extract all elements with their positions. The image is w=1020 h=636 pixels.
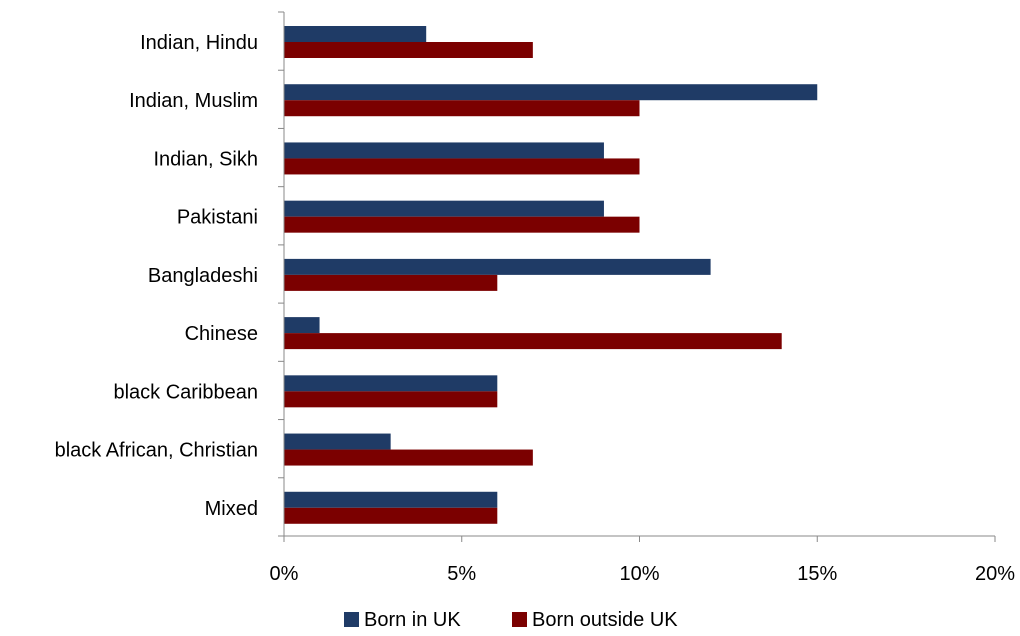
x-tick-label: 10% [619,563,659,585]
bar-born-outside-uk-3 [284,216,640,233]
bar-born-in-uk-2 [284,142,604,159]
category-label: Indian, Hindu [140,32,258,54]
bar-born-outside-uk-8 [284,507,498,524]
bar-born-outside-uk-5 [284,333,782,350]
bar-born-in-uk-3 [284,200,604,217]
bar-born-in-uk-4 [284,258,711,275]
legend-label-born-in-uk: Born in UK [364,609,461,631]
bar-born-in-uk-8 [284,491,498,508]
bar-born-in-uk-1 [284,84,818,101]
category-label: Pakistani [177,207,258,229]
legend-swatch-born-outside-uk [512,612,527,627]
bar-born-outside-uk-0 [284,42,533,58]
bar-born-in-uk-5 [284,317,320,334]
bar-born-outside-uk-6 [284,391,498,408]
category-label: black African, Christian [55,440,258,462]
bar-born-in-uk-6 [284,375,498,392]
x-tick-label: 20% [975,563,1015,585]
bar-born-outside-uk-4 [284,274,498,291]
bar-born-outside-uk-1 [284,100,640,117]
legend-swatch-born-in-uk [344,612,359,627]
category-label: Mixed [205,498,258,520]
category-label: Indian, Sikh [153,148,258,170]
x-tick-label: 0% [270,563,299,585]
bar-born-in-uk-7 [284,433,391,450]
category-label: Bangladeshi [148,265,258,287]
category-label: Indian, Muslim [129,90,258,112]
bar-born-in-uk-0 [284,26,427,42]
x-tick-label: 5% [447,563,476,585]
x-tick-label: 15% [797,563,837,585]
bar-born-outside-uk-7 [284,449,533,466]
category-label: Chinese [185,323,258,345]
category-label: black Caribbean [113,381,258,403]
bar-born-outside-uk-2 [284,158,640,175]
legend-label-born-outside-uk: Born outside UK [532,609,678,631]
